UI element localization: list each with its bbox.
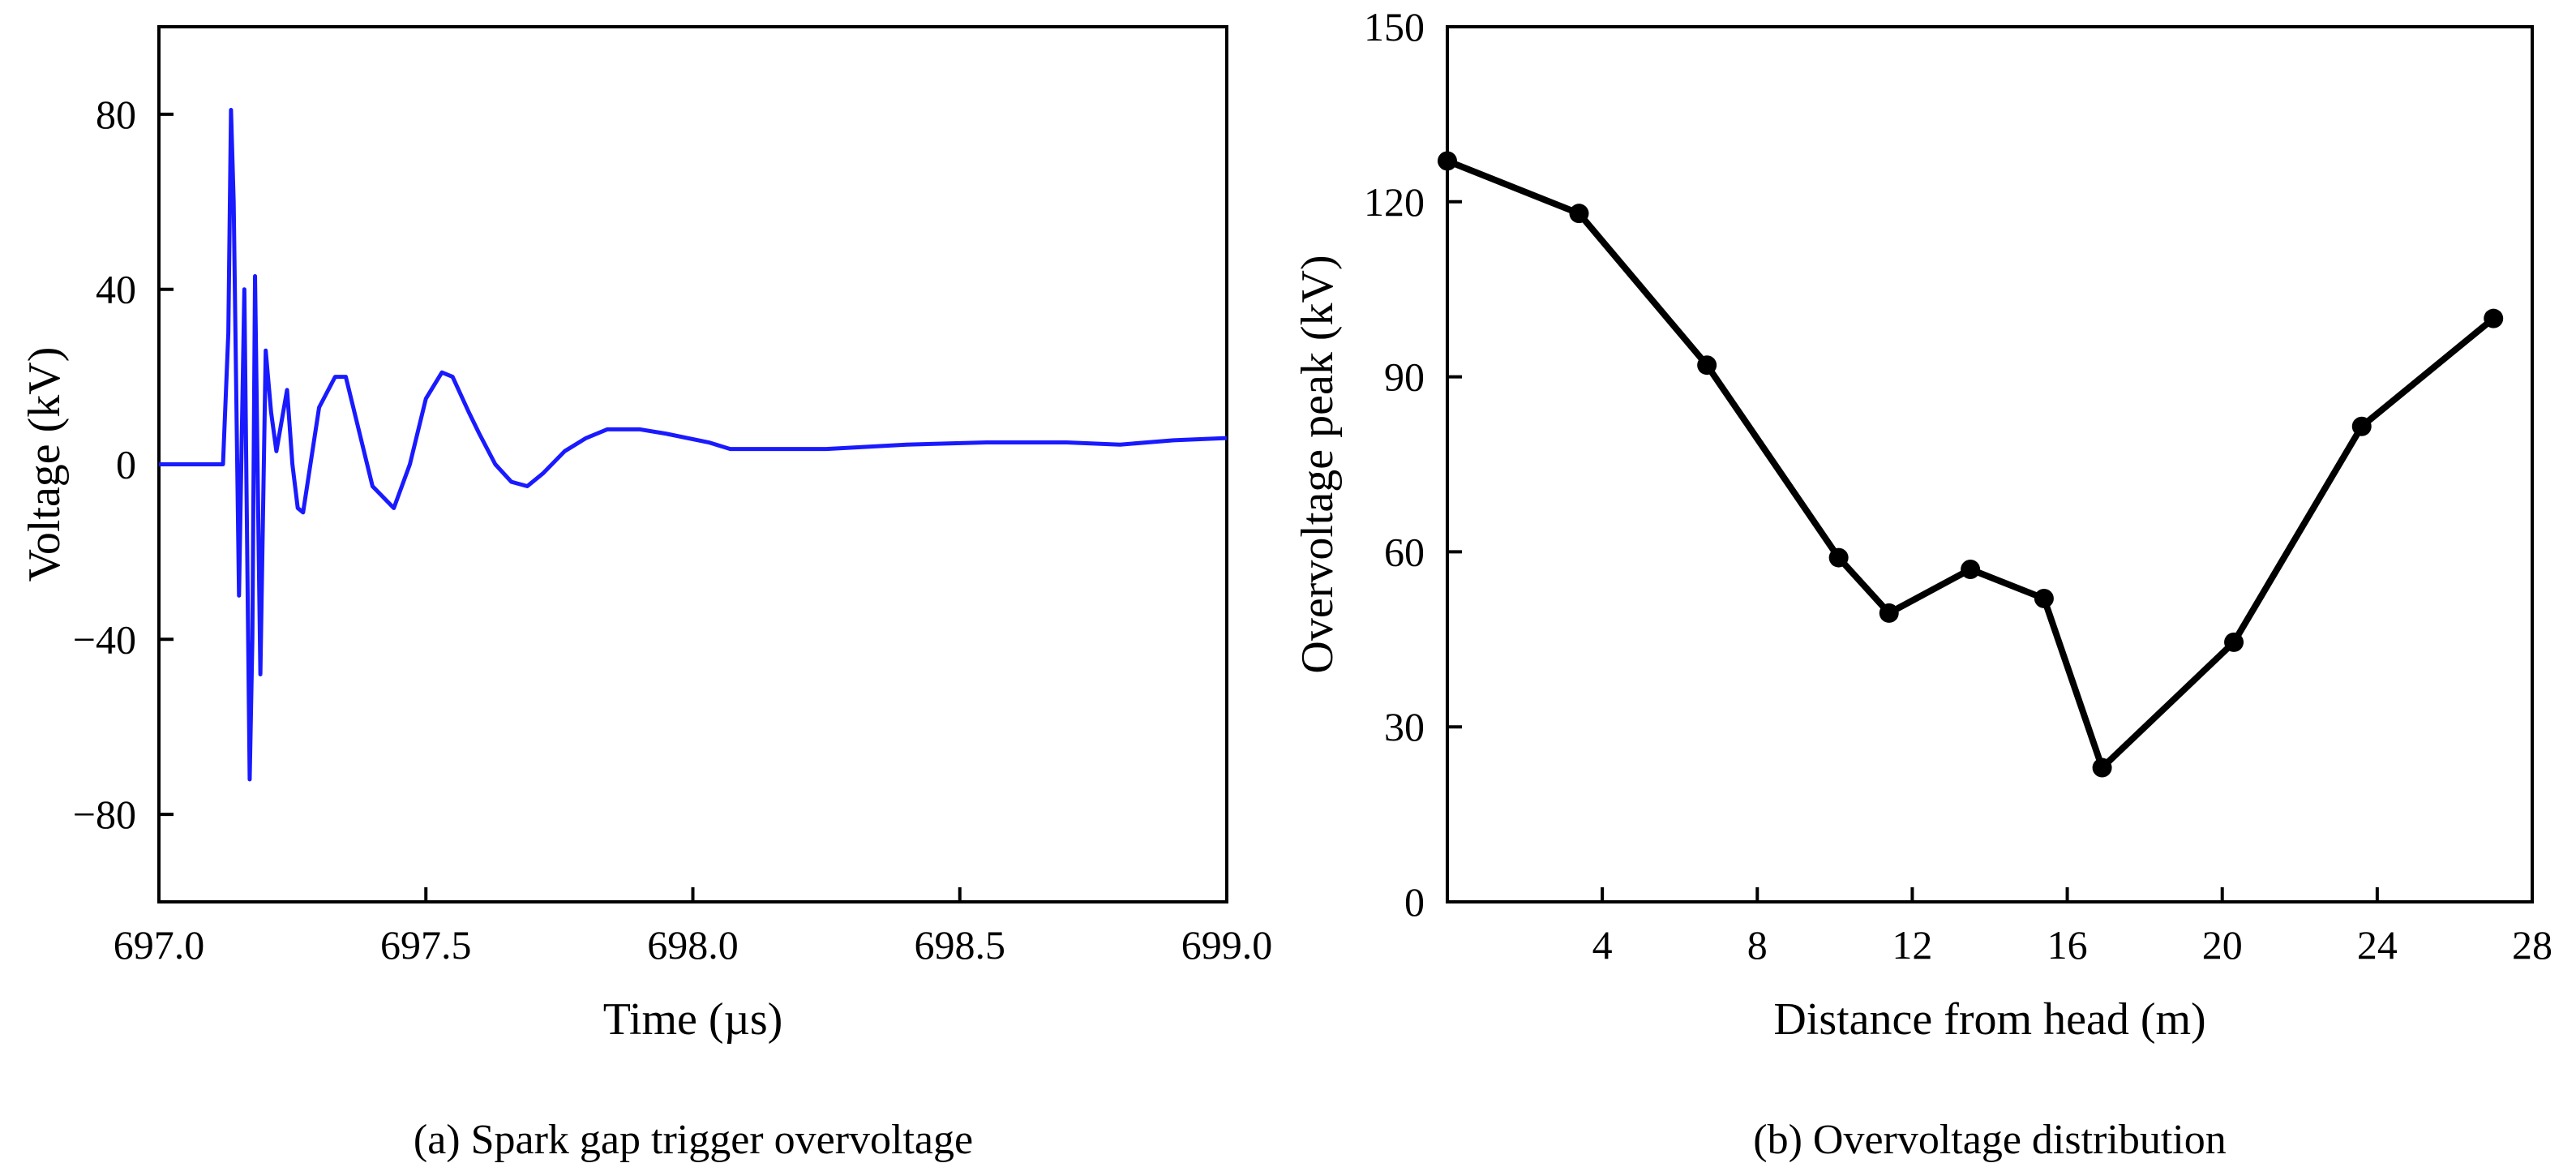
panel-a-ticks: 697.0 697.5 698.0 698.5 699.0 −80 −40 0 40 80 (73, 92, 1272, 968)
panel-a-y-tick-label: 40 (96, 267, 136, 312)
panel-a-y-tick-label: −80 (73, 792, 136, 837)
panel-b-x-tick-label: 24 (2357, 922, 2398, 968)
panel-a-x-tick-label: 697.0 (114, 922, 205, 968)
panel-b-markers (1438, 151, 2504, 778)
panel-a-y-axis-title: Voltage (kV) (19, 347, 70, 582)
panel-a-x-tick-label: 697.5 (380, 922, 472, 968)
panel-b-x-tick-label: 4 (1592, 922, 1613, 968)
panel-a-voltage-line (159, 108, 1228, 782)
panel-b-y-tick-label: 120 (1364, 179, 1425, 225)
panel-b-data-point (1697, 355, 1717, 376)
panel-b-data-point (1961, 559, 1981, 579)
panel-b-y-axis-title: Overvoltage peak (kV) (1292, 255, 1343, 673)
panel-a-y-tick-label: 80 (96, 92, 136, 137)
panel-b-distribution-chart: 4 8 12 16 20 24 28 0 30 60 90 120 150 Distance from … (1292, 4, 2552, 1163)
panel-b-data-point (1569, 204, 1589, 224)
panel-a-x-axis-title: Time (µs) (603, 994, 783, 1045)
panel-b-data-point (2351, 416, 2372, 436)
panel-b-data-point (2092, 758, 2112, 778)
panel-b-y-tick-label: 90 (1384, 354, 1425, 400)
panel-a-caption: (a) Spark gap trigger overvoltage (414, 1117, 973, 1163)
panel-b-x-tick-label: 28 (2512, 922, 2552, 968)
panel-a-voltage-chart: 697.0 697.5 698.0 698.5 699.0 −80 −40 0 40 80 Tim… (19, 25, 1272, 1163)
panel-b-caption: (b) Overvoltage distribution (1753, 1117, 2226, 1163)
panel-b-data-point (1879, 603, 1899, 623)
panel-b-ticks: 4 8 12 16 20 24 28 0 30 60 90 120 150 (1364, 4, 2552, 968)
panel-a-x-tick-label: 698.5 (915, 922, 1006, 968)
panel-b-x-tick-label: 20 (2202, 922, 2243, 968)
panel-b-plot-frame (1446, 25, 2534, 903)
panel-b-peak-line (1446, 157, 2496, 771)
panel-a-y-tick-label: 0 (116, 442, 136, 487)
panel-b-x-tick-label: 8 (1747, 922, 1768, 968)
panel-b-x-axis-title: Distance from head (m) (1773, 994, 2205, 1045)
panel-b-data-point (1438, 151, 1457, 171)
panel-b-y-tick-label: 30 (1384, 704, 1425, 749)
panel-b-x-tick-label: 16 (2047, 922, 2088, 968)
panel-b-y-tick-label: 0 (1404, 879, 1425, 925)
panel-b-x-tick-label: 12 (1892, 922, 1932, 968)
panel-b-data-point (2224, 632, 2244, 652)
panel-b-data-point (2484, 308, 2504, 328)
panel-a-x-tick-label: 698.0 (647, 922, 739, 968)
panel-b-y-tick-label: 60 (1384, 529, 1425, 574)
panel-b-data-point (1828, 547, 1849, 568)
panel-a-y-tick-label: −40 (73, 616, 136, 662)
panel-a-plot-frame (157, 25, 1228, 903)
panel-b-data-point (2034, 588, 2054, 608)
panel-a-x-tick-label: 699.0 (1181, 922, 1273, 968)
panel-b-y-tick-label: 150 (1364, 4, 1425, 49)
